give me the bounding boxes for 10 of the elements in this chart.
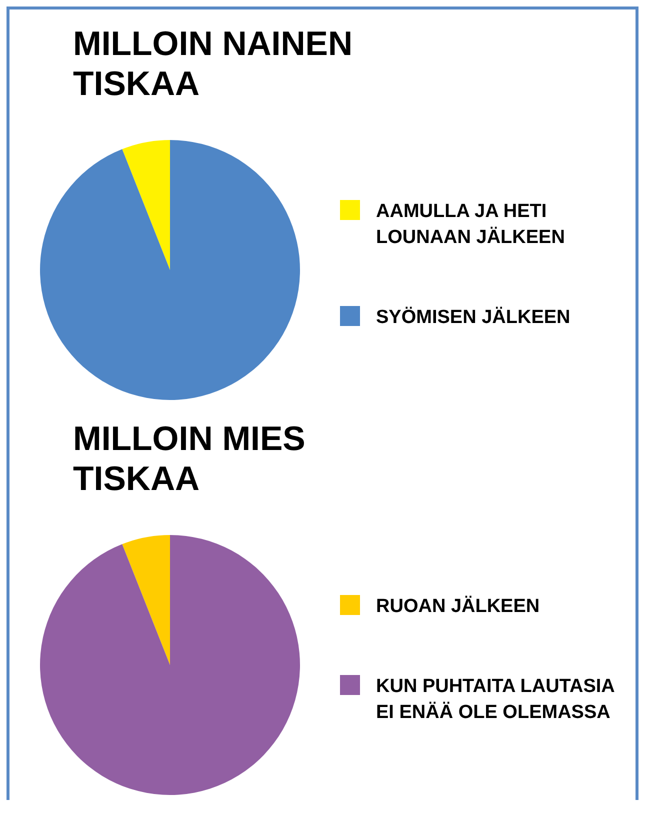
pie-slice (40, 140, 300, 400)
chart-title: MILLOIN NAINEN TISKAA (73, 25, 353, 103)
legend-label: SYÖMISEN JÄLKEEN (376, 306, 570, 328)
legend-label: KUN PUHTAITA LAUTASIA EI ENÄÄ OLE OLEMASSA (376, 676, 616, 723)
legend-label: AAMULLA JA HETI LOUNAAN JÄLKEEN (376, 201, 565, 248)
pie-slice (122, 140, 170, 270)
legend-label: RUOAN JÄLKEEN (376, 595, 540, 617)
chart-title: MILLOIN MIES TISKAA (73, 420, 306, 498)
pie-slice (40, 535, 300, 795)
pie-slice (122, 535, 170, 665)
